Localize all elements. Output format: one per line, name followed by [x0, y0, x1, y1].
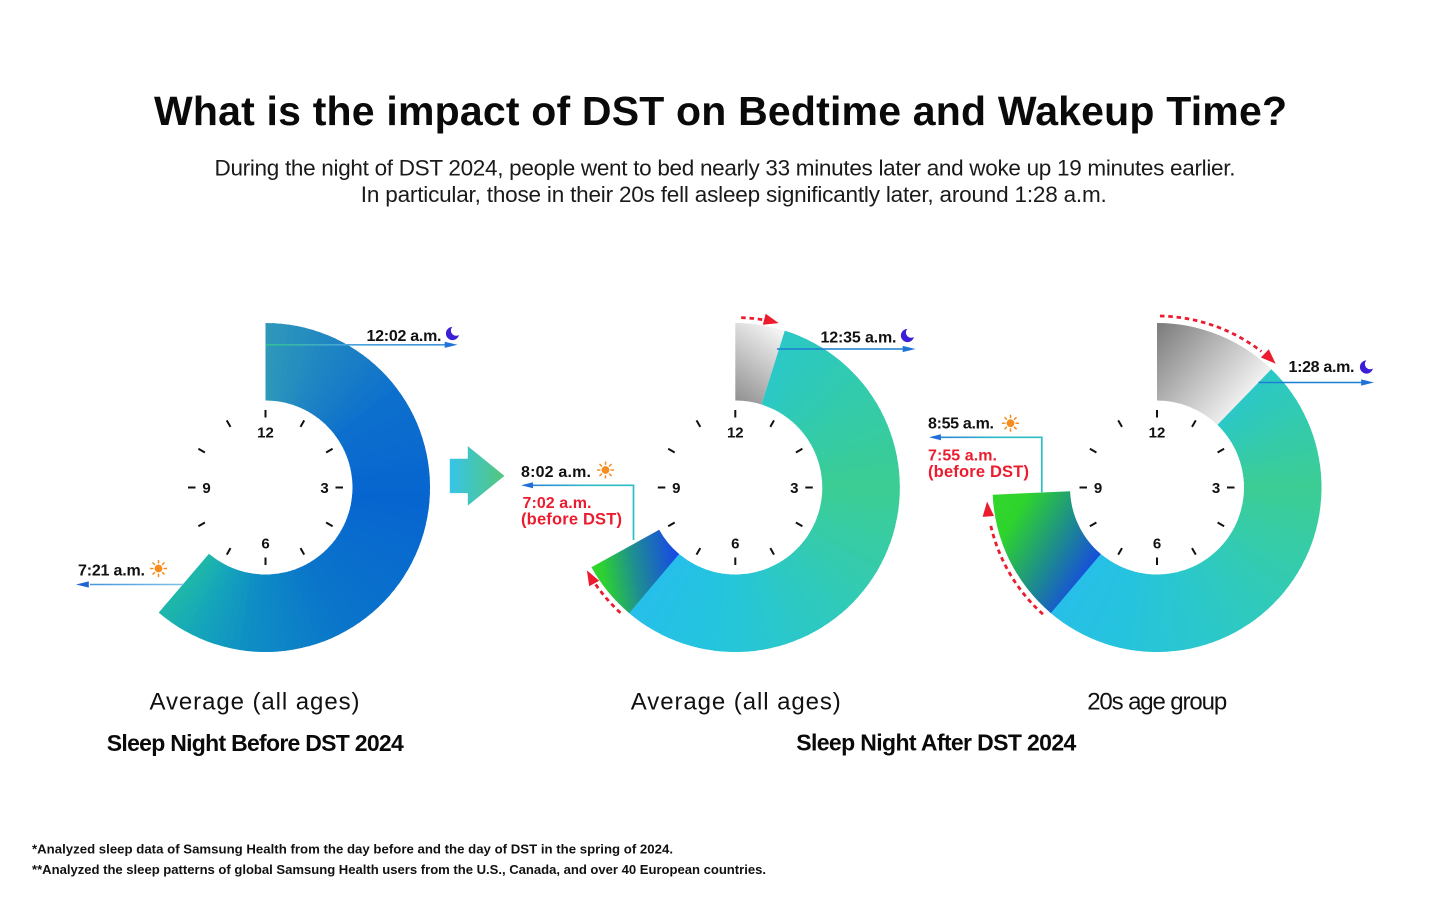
svg-text:In particular, those in their: In particular, those in their 20s fell a… — [361, 182, 1107, 207]
svg-text:Sleep Night After DST 2024: Sleep Night After DST 2024 — [796, 730, 1076, 756]
svg-text:6: 6 — [261, 536, 269, 553]
svg-text:7:02 a.m.: 7:02 a.m. — [523, 495, 592, 512]
svg-text:7:55 a.m.: 7:55 a.m. — [928, 448, 997, 465]
svg-text:1:28 a.m.: 1:28 a.m. — [1289, 359, 1355, 376]
svg-text:12:02 a.m.: 12:02 a.m. — [367, 328, 442, 345]
svg-text:12: 12 — [727, 425, 744, 442]
svg-text:6: 6 — [1153, 536, 1161, 553]
svg-text:20s age group: 20s age group — [1087, 689, 1227, 716]
svg-text:8:02 a.m.: 8:02 a.m. — [521, 464, 591, 481]
svg-text:(before DST): (before DST) — [521, 511, 622, 529]
svg-text:12: 12 — [1149, 425, 1166, 442]
svg-text:12:35 a.m.: 12:35 a.m. — [821, 330, 897, 347]
svg-text:What is the impact of DST on B: What is the impact of DST on Bedtime and… — [154, 88, 1287, 134]
svg-text:Sleep Night Before DST 2024: Sleep Night Before DST 2024 — [107, 730, 404, 756]
svg-text:(before DST): (before DST) — [928, 463, 1029, 481]
svg-text:*Analyzed sleep data of Samsun: *Analyzed sleep data of Samsung Health f… — [32, 842, 673, 857]
svg-text:**Analyzed the sleep patterns: **Analyzed the sleep patterns of global … — [32, 862, 766, 877]
svg-text:9: 9 — [1094, 480, 1102, 497]
svg-text:12: 12 — [257, 425, 274, 442]
svg-text:Average (all ages): Average (all ages) — [150, 689, 360, 716]
svg-text:Average (all ages): Average (all ages) — [631, 689, 841, 716]
svg-text:7:21 a.m.: 7:21 a.m. — [78, 563, 145, 580]
svg-text:9: 9 — [202, 480, 210, 497]
svg-text:9: 9 — [672, 480, 680, 497]
svg-text:8:55 a.m.: 8:55 a.m. — [928, 416, 994, 433]
svg-text:3: 3 — [320, 480, 328, 497]
svg-text:6: 6 — [731, 536, 739, 553]
svg-text:3: 3 — [1212, 480, 1220, 497]
svg-text:During the night of DST 2024,: During the night of DST 2024, people wen… — [215, 156, 1236, 181]
svg-text:3: 3 — [790, 480, 798, 497]
